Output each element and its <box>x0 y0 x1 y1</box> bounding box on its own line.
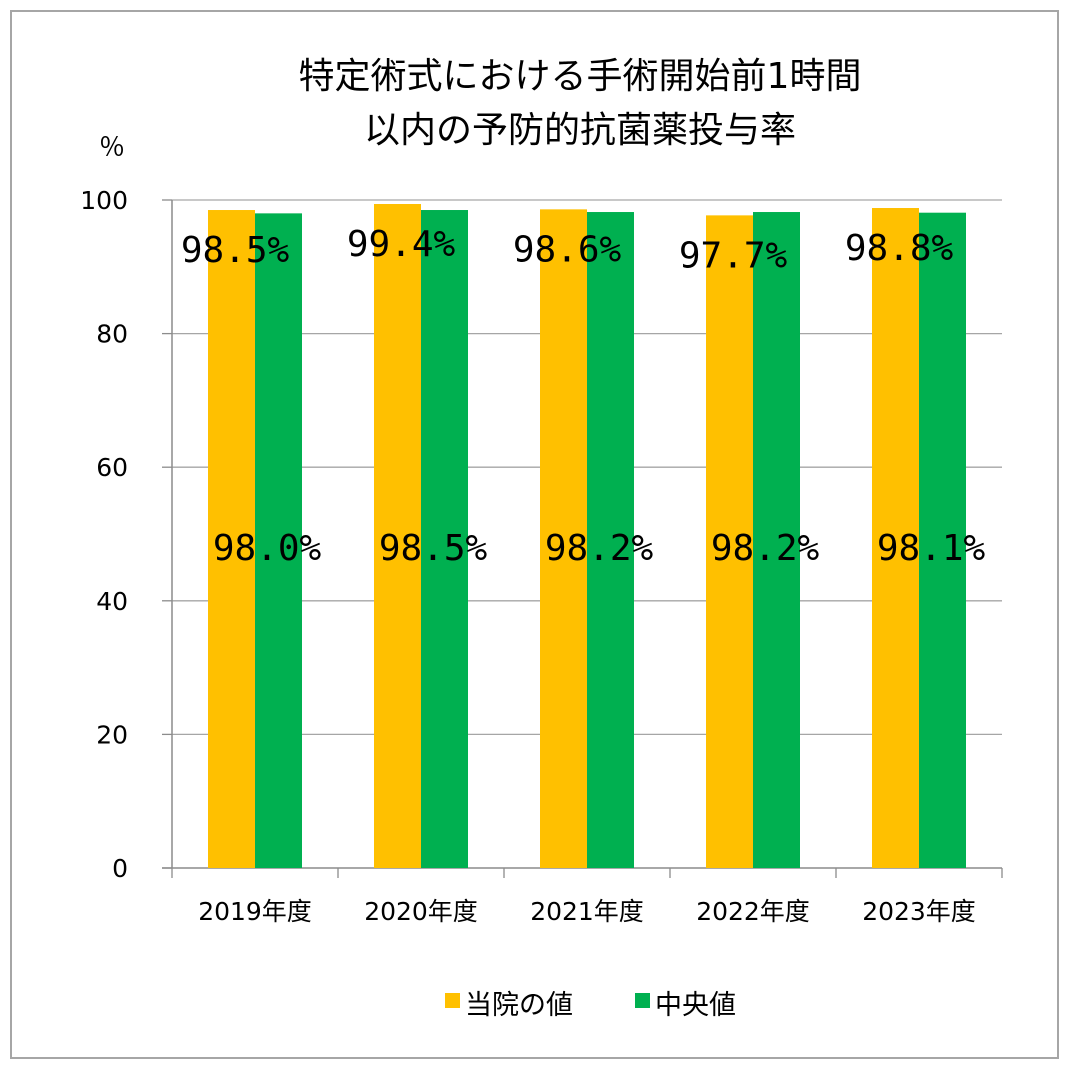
y-axis-unit-label: ％ <box>99 133 125 163</box>
chart-title-line-2: 以内の予防的抗菌薬投与率 <box>364 110 796 151</box>
y-tick-label-80: 80 <box>96 320 128 349</box>
bar-median-2023年度 <box>919 212 966 868</box>
data-label-hospital-2021年度: 98.6% <box>513 229 622 270</box>
y-tick-label-20: 20 <box>96 720 128 749</box>
chart-title-line-1: 特定術式における手術開始前1時間 <box>299 56 862 97</box>
bar-median-2019年度 <box>255 213 302 869</box>
legend-label-hospital: 当院の値 <box>465 990 573 1021</box>
legend: 当院の値 中央値 <box>445 990 736 1021</box>
bar-hospital-2021年度 <box>540 209 587 869</box>
data-label-median-2021年度: 98.2% <box>545 528 654 569</box>
y-tick-label-40: 40 <box>96 587 128 616</box>
x-tick-label-2020年度: 2020年度 <box>364 897 478 926</box>
x-tick-label-2021年度: 2021年度 <box>530 897 644 926</box>
bar-median-2022年度 <box>753 212 800 869</box>
data-label-hospital-2019年度: 98.5% <box>181 230 290 271</box>
bars-layer <box>208 204 966 869</box>
bar-hospital-2019年度 <box>208 210 255 868</box>
legend-swatch-hospital <box>445 993 460 1008</box>
data-label-hospital-2023年度: 98.8% <box>845 228 954 269</box>
legend-swatch-median <box>635 993 650 1008</box>
x-tick-label-2023年度: 2023年度 <box>862 897 976 926</box>
data-label-median-2019年度: 98.0% <box>213 528 322 569</box>
data-label-median-2022年度: 98.2% <box>711 528 820 569</box>
bar-hospital-2020年度 <box>374 204 421 868</box>
y-tick-label-100: 100 <box>80 186 128 215</box>
bar-median-2021年度 <box>587 212 634 869</box>
bar-median-2020年度 <box>421 210 468 868</box>
data-label-hospital-2020年度: 99.4% <box>347 224 456 265</box>
labels-layer: 2019年度 98.5% 98.0% 2020年度 99.4% 98.5% 2021年度 98… <box>181 224 986 926</box>
y-tick-label-60: 60 <box>96 453 128 482</box>
x-tick-label-2019年度: 2019年度 <box>198 897 312 926</box>
data-label-median-2020年度: 98.5% <box>379 528 488 569</box>
data-label-hospital-2022年度: 97.7% <box>679 235 788 276</box>
y-tick-label-0: 0 <box>112 854 128 883</box>
bar-hospital-2022年度 <box>706 215 753 868</box>
bar-hospital-2023年度 <box>872 208 919 869</box>
legend-label-median: 中央値 <box>655 990 736 1021</box>
x-tick-label-2022年度: 2022年度 <box>696 897 810 926</box>
data-label-median-2023年度: 98.1% <box>877 528 986 569</box>
